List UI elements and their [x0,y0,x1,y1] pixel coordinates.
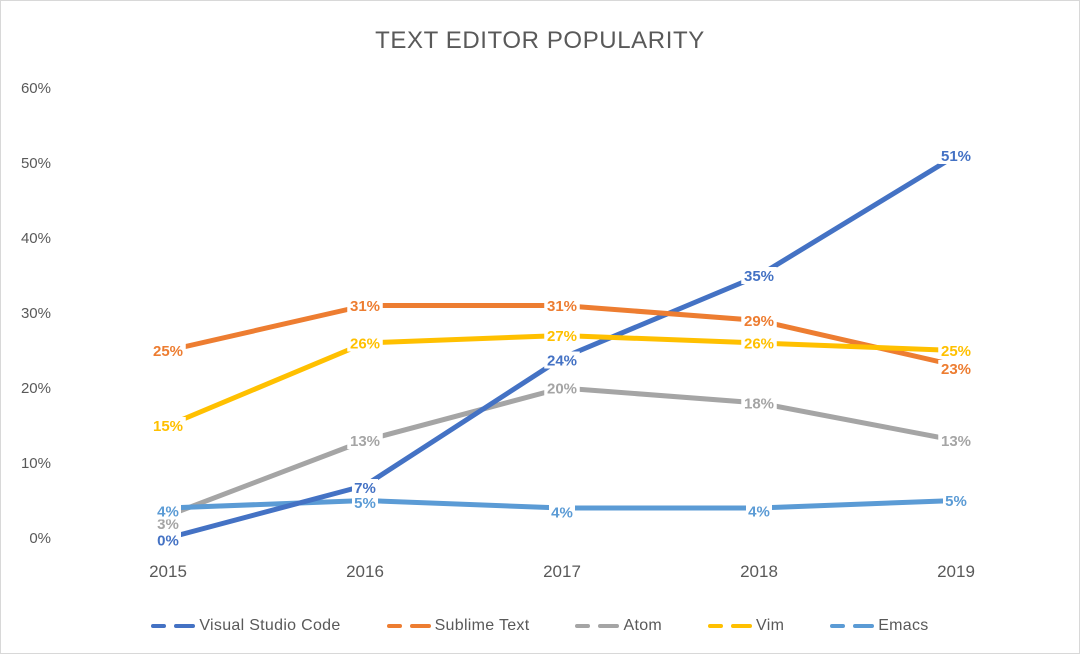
chart-legend: Visual Studio Code Sublime Text Atom Vim Ema… [1,617,1079,635]
data-label-halo [155,502,181,520]
x-axis-tick-label: 2019 [937,562,975,581]
data-label-emacs: 5% [354,495,376,512]
line-chart-plot-area: 60% 50% 40% 30% 20% 10% 0% 2015 2016 2017 2018 2019… [21,80,975,581]
data-label-sublime-text: 31% [547,298,577,315]
legend-label: Visual Studio Code [199,617,341,634]
data-label-vim: 27% [547,328,577,345]
data-label-vim: 15% [153,418,183,435]
legend-dash-icon [598,624,620,628]
y-axis-tick-label: 30% [21,305,51,322]
legend-label: Atom [623,617,663,634]
legend-item-vim[interactable]: Vim [708,617,784,635]
data-label-emacs: 4% [551,505,573,522]
data-label-halo [741,267,777,284]
data-label-sublime-text: 29% [744,313,774,330]
data-label-sublime-text: 25% [153,343,183,360]
data-label-halo [352,479,378,496]
data-label-vim: 25% [941,343,971,360]
legend-dash-icon [174,624,196,628]
legend-dash-icon [731,624,753,628]
data-label-emacs: 4% [748,504,770,521]
data-label-halo [746,502,772,520]
data-label-vim: 26% [744,336,774,353]
legend-label: Vim [756,617,785,634]
x-axis-tick-label: 2018 [740,562,778,581]
y-axis-tick-label: 10% [21,455,51,472]
y-axis-tick-label: 0% [29,530,51,547]
data-label-halo [943,492,969,509]
data-label-halo [150,342,186,359]
legend-dash-icon [386,624,402,628]
data-label-halo [741,334,777,352]
legend-dash-icon [853,624,875,628]
legend-dash-icon [830,624,846,628]
legend-item-sublime-text[interactable]: Sublime Text [386,617,530,635]
x-axis-tick-label: 2017 [543,562,581,581]
data-label-vim: 26% [350,336,380,353]
data-label-halo [544,351,580,369]
legend-label: Emacs [878,617,929,634]
data-label-halo [741,394,777,412]
y-axis-tick-label: 60% [21,80,51,97]
data-label-halo [938,360,974,377]
data-label-halo [347,334,383,352]
legend-dash-icon [409,624,431,628]
data-label-visual-studio-code: 24% [547,353,577,370]
legend-dash-icon [151,624,167,628]
data-label-halo [741,312,777,329]
data-label-emacs: 5% [945,493,967,510]
data-label-atom: 20% [547,381,577,398]
chart-title: TEXT EDITOR POPULARITY [375,27,705,54]
data-label-visual-studio-code: 7% [354,480,376,497]
data-label-halo [150,417,186,434]
data-label-halo [938,432,974,449]
data-label-halo [544,297,580,314]
data-label-sublime-text: 31% [350,298,380,315]
x-axis-tick-label: 2016 [346,562,384,581]
y-axis-tick-label: 40% [21,230,51,247]
data-label-halo [938,147,974,164]
data-label-visual-studio-code: 51% [941,148,971,165]
y-axis-tick-label: 20% [21,380,51,397]
legend-item-visual-studio-code[interactable]: Visual Studio Code [151,617,340,635]
y-axis-tick-label: 50% [21,155,51,172]
data-label-visual-studio-code: 35% [744,268,774,285]
legend-label: Sublime Text [434,617,530,634]
data-label-halo [352,494,378,511]
series-line-atom [165,385,959,518]
data-label-sublime-text: 23% [941,361,971,378]
data-label-halo [155,531,181,549]
legend-dash-icon [708,624,724,628]
data-label-emacs: 4% [157,504,179,521]
data-label-atom: 13% [941,433,971,450]
data-label-halo [347,297,383,314]
data-label-halo [544,379,580,397]
x-axis-tick-label: 2015 [149,562,187,581]
legend-item-atom[interactable]: Atom [575,617,662,635]
data-label-halo [549,503,575,521]
data-label-visual-studio-code: 0% [157,533,179,550]
data-label-atom: 18% [744,396,774,413]
data-label-halo [938,342,974,359]
data-label-halo [347,432,383,449]
data-label-halo [544,327,580,344]
legend-dash-icon [575,624,591,628]
data-label-atom: 13% [350,433,380,450]
data-label-atom: 3% [157,516,179,533]
legend-item-emacs[interactable]: Emacs [830,617,928,635]
